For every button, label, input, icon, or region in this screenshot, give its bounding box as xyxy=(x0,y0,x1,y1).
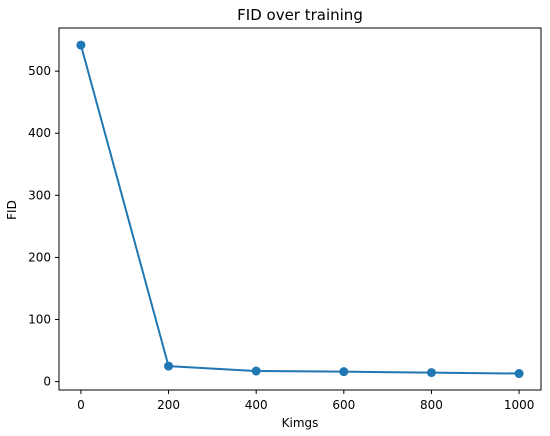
x-tick-label: 200 xyxy=(157,398,180,412)
x-axis: 0 200 400 600 800 1000 xyxy=(77,390,534,412)
data-point xyxy=(251,366,261,376)
x-tick-label: 600 xyxy=(332,398,355,412)
y-tick-label: 500 xyxy=(28,64,51,78)
data-point xyxy=(426,368,436,378)
data-point xyxy=(76,40,86,50)
y-axis: 0 100 200 300 400 500 xyxy=(28,64,59,389)
x-tick-label: 1000 xyxy=(504,398,535,412)
chart-title: FID over training xyxy=(237,6,363,24)
x-axis-label: Kimgs xyxy=(282,416,319,430)
y-tick-label: 300 xyxy=(28,188,51,202)
x-tick-label: 800 xyxy=(420,398,443,412)
y-tick-label: 200 xyxy=(28,250,51,264)
y-tick-label: 100 xyxy=(28,313,51,327)
y-tick-label: 400 xyxy=(28,126,51,140)
data-point xyxy=(514,369,524,379)
data-point xyxy=(339,367,349,377)
plot-area xyxy=(58,27,542,391)
y-tick-label: 0 xyxy=(43,375,51,389)
x-tick-label: 0 xyxy=(77,398,85,412)
data-point xyxy=(164,361,174,371)
x-tick-label: 400 xyxy=(245,398,268,412)
plot-frame xyxy=(58,27,542,391)
y-axis-label: FID xyxy=(5,200,19,220)
series-line xyxy=(79,44,521,375)
